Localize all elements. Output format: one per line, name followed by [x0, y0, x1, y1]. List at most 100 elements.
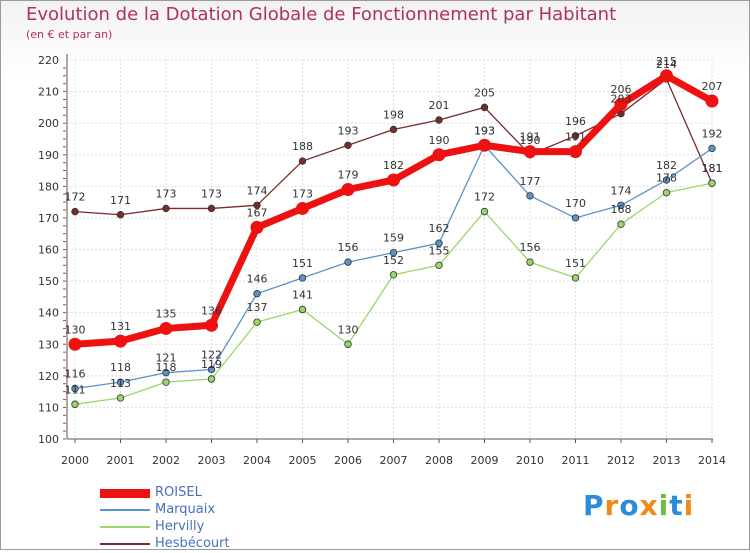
data-label: 193 — [338, 124, 359, 137]
logo-letter: i — [683, 489, 695, 522]
y-tick-label: 210 — [38, 86, 59, 99]
data-label: 173 — [292, 187, 313, 200]
point-hervilly — [298, 305, 307, 314]
point-hesbécourt — [71, 207, 79, 216]
x-tick-label: 2009 — [471, 454, 499, 467]
x-tick-label: 2014 — [698, 454, 726, 467]
data-label: 190 — [520, 134, 541, 147]
point-roisel — [432, 148, 446, 162]
point-hesbécourt — [298, 157, 307, 165]
y-tick-label: 180 — [38, 180, 59, 193]
data-label: 205 — [474, 86, 495, 99]
data-label: 151 — [565, 257, 586, 270]
point-hesbécourt — [344, 141, 352, 149]
data-label: 111 — [65, 383, 86, 396]
point-roisel — [114, 334, 127, 348]
data-label: 203 — [611, 93, 632, 106]
data-label: 206 — [611, 83, 632, 96]
x-tick-label: 2012 — [607, 454, 635, 467]
data-label: 191 — [565, 131, 586, 144]
data-label: 193 — [474, 124, 495, 137]
data-label: 172 — [474, 191, 495, 204]
x-tick-label: 2001 — [107, 454, 135, 467]
point-hesbécourt — [162, 204, 170, 213]
data-label: 155 — [429, 244, 450, 257]
x-tick-label: 2008 — [425, 454, 453, 467]
point-hesbécourt — [571, 132, 580, 140]
x-tick-label: 2004 — [243, 454, 271, 467]
data-label: 167 — [247, 206, 268, 219]
data-label: 215 — [656, 55, 677, 68]
chart-legend: ROISEL Marquaix Hervilly Hesbécourt — [100, 485, 300, 553]
point-roisel — [614, 97, 628, 111]
logo-letter: x — [639, 489, 659, 522]
point-roisel — [569, 145, 582, 159]
y-tick-label: 220 — [38, 54, 59, 67]
point-marquaix — [571, 214, 580, 222]
data-label: 188 — [292, 140, 313, 153]
data-label: 172 — [65, 191, 86, 204]
data-label: 136 — [201, 304, 222, 317]
chart-title: Evolution de la Dotation Globale de Fonc… — [26, 4, 617, 25]
y-tick-label: 130 — [38, 338, 59, 351]
point-marquaix — [253, 290, 261, 298]
point-hesbécourt — [480, 103, 489, 112]
point-marquaix — [662, 176, 671, 184]
point-hervilly — [617, 220, 625, 228]
y-tick-label: 160 — [38, 244, 59, 257]
point-marquaix — [71, 384, 79, 393]
logo-letter: i — [658, 489, 670, 522]
y-tick-label: 140 — [38, 307, 59, 320]
y-tick-label: 150 — [38, 275, 59, 288]
point-hesbécourt — [435, 116, 443, 124]
legend-item: Hervilly — [100, 519, 300, 536]
point-roisel — [250, 220, 264, 234]
data-label: 156 — [338, 241, 359, 254]
x-tick-label: 2002 — [152, 454, 180, 467]
x-tick-label: 2007 — [380, 454, 408, 467]
point-marquaix — [389, 248, 398, 257]
point-hesbécourt — [116, 211, 125, 219]
x-tick-label: 2013 — [653, 454, 681, 467]
legend-swatch — [100, 543, 150, 545]
data-label: 122 — [201, 349, 222, 362]
point-hervilly — [207, 375, 216, 383]
point-hervilly — [389, 271, 398, 279]
point-hervilly — [435, 261, 443, 269]
data-label: 182 — [656, 159, 677, 172]
x-tick-label: 2000 — [61, 454, 89, 467]
logo-letter: o — [619, 489, 640, 522]
data-label: 168 — [611, 203, 632, 216]
point-hervilly — [708, 179, 716, 187]
data-label: 214 — [656, 58, 677, 71]
data-label: 201 — [429, 99, 450, 112]
point-marquaix — [708, 144, 716, 153]
data-label: 207 — [702, 80, 723, 93]
data-label: 192 — [702, 127, 723, 140]
point-roisel — [660, 69, 673, 83]
data-label: 121 — [156, 352, 177, 365]
point-marquaix — [162, 368, 170, 377]
logo-letter: t — [669, 489, 684, 522]
data-label: 118 — [110, 361, 131, 374]
point-marquaix — [298, 274, 307, 282]
data-label: 173 — [156, 187, 177, 200]
x-tick-label: 2010 — [516, 454, 544, 467]
point-hervilly — [480, 207, 489, 216]
point-roisel — [68, 337, 82, 351]
data-label: 162 — [429, 222, 450, 235]
data-label: 118 — [156, 361, 177, 374]
point-marquaix — [344, 258, 352, 266]
point-hervilly — [253, 318, 261, 326]
point-marquaix — [435, 239, 443, 247]
legend-swatch — [100, 509, 150, 511]
y-tick-label: 110 — [38, 401, 59, 414]
point-hervilly — [526, 258, 534, 266]
data-label: 171 — [110, 194, 131, 207]
data-label: 152 — [383, 254, 404, 267]
chart-subtitle: (en € et par an) — [26, 28, 113, 41]
data-label: 131 — [110, 320, 131, 333]
x-tick-label: 2006 — [334, 454, 362, 467]
data-label: 191 — [520, 131, 541, 144]
